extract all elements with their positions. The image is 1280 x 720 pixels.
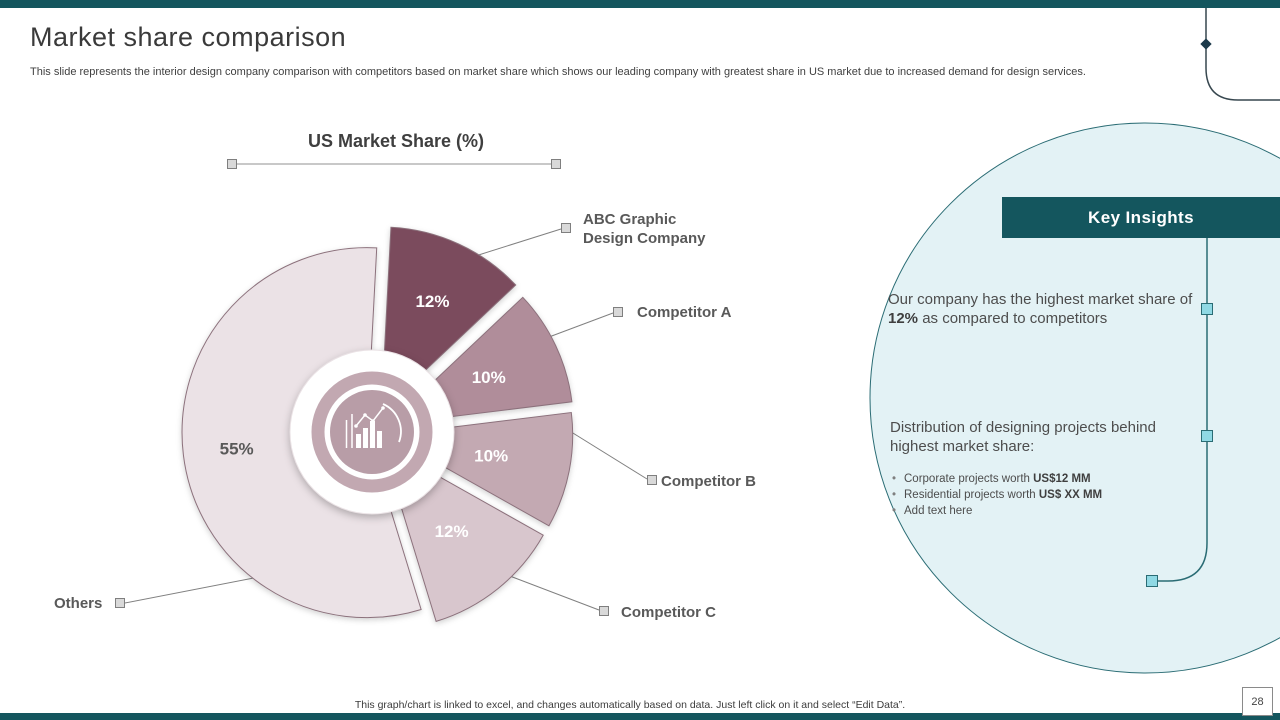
key-insights-header-label: Key Insights	[1088, 207, 1194, 227]
callout-label-abc-company: ABC Graphic Design Company	[583, 211, 706, 247]
top-right-connector-line	[1205, 8, 1280, 101]
connector-handle-icon	[1146, 575, 1158, 587]
page-number-value: 28	[1251, 695, 1264, 708]
pie-slice-value-label: 12%	[415, 292, 449, 311]
slide-subtitle: This slide represents the interior desig…	[30, 66, 1086, 78]
callout-leader-lines	[124, 228, 648, 611]
bullet-1-text: Corporate projects worth	[904, 473, 1034, 485]
pie-slice-value-label: 10%	[474, 447, 508, 466]
callout-label-competitor-b: Competitor B	[661, 473, 756, 490]
pie-center-hub	[289, 349, 455, 515]
insight-bullet-list: Corporate projects worth US$12 MM Reside…	[890, 471, 1190, 519]
page-number: 28	[1242, 687, 1273, 716]
top-accent-bar	[0, 0, 1280, 8]
pie-slice-value-label: 55%	[220, 440, 254, 459]
insights-background-circle	[869, 122, 1280, 674]
footnote: This graph/chart is linked to excel, and…	[354, 699, 906, 711]
line-end-handle-icon	[227, 159, 237, 169]
key-insights-header: Key Insights	[1002, 197, 1280, 238]
list-item: Add text here	[890, 503, 1190, 519]
connector-handle-icon	[1201, 430, 1213, 442]
connector-dot-icon	[1200, 38, 1212, 50]
chart-icon	[345, 403, 402, 448]
bottom-accent-bar	[0, 713, 1280, 720]
chart-title: US Market Share (%)	[307, 131, 485, 151]
callout-label-competitor-c: Competitor C	[621, 604, 716, 621]
bullet-1-bold: US$12 MM	[1033, 473, 1091, 485]
insight-1-bold: 12%	[888, 310, 919, 327]
bullet-3-text: Add text here	[904, 505, 973, 517]
connector-handle-icon	[1201, 303, 1213, 315]
callout-label-others: Others	[54, 595, 103, 612]
list-item: Corporate projects worth US$12 MM	[890, 471, 1190, 487]
page-title: Market share comparison	[30, 22, 347, 52]
bullet-2-text: Residential projects worth	[904, 489, 1039, 501]
callout-label-competitor-a: Competitor A	[637, 304, 732, 321]
insights-connector-line	[1158, 238, 1208, 582]
line-end-handle-icon	[551, 159, 561, 169]
pie-slice-value-label: 10%	[472, 368, 506, 387]
insight-text-1: Our company has the highest market share…	[888, 290, 1200, 328]
insight-1-pre: Our company has the highest market share…	[888, 291, 1193, 308]
callout-handle-icons	[115, 223, 657, 616]
pie-slice-value-label: 12%	[435, 522, 469, 541]
bullet-2-bold: US$ XX MM	[1038, 489, 1103, 501]
list-item: Residential projects worth US$ XX MM	[890, 487, 1190, 503]
insight-text-2: Distribution of designing projects behin…	[890, 419, 1156, 455]
insight-1-post: as compared to competitors	[918, 310, 1108, 327]
